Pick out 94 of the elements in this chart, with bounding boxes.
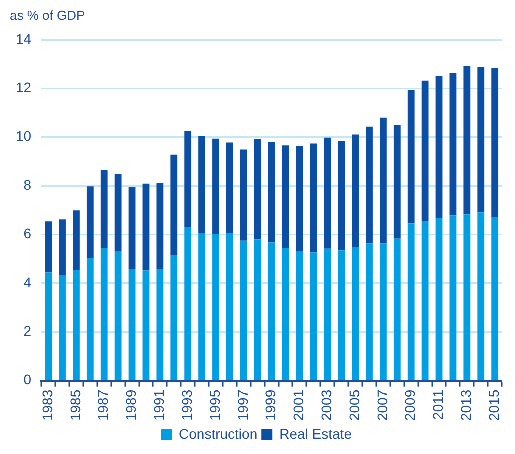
bar <box>296 252 304 380</box>
x-tick-label: 1999 <box>262 390 279 422</box>
bar <box>268 142 276 243</box>
bar <box>184 132 192 228</box>
bar <box>436 218 443 380</box>
y-tick-label: 0 <box>24 372 32 388</box>
y-tick-label: 2 <box>24 323 32 340</box>
bar <box>492 217 499 380</box>
bar <box>142 270 150 380</box>
bar <box>324 248 332 380</box>
y-tick-label: 12 <box>16 80 32 96</box>
y-tick-label: 8 <box>24 176 32 193</box>
bar <box>226 142 234 234</box>
bar <box>282 146 290 248</box>
bar <box>394 124 401 239</box>
bar <box>73 210 80 270</box>
bar <box>198 136 206 234</box>
x-tick-label: 1985 <box>67 390 84 422</box>
y-axis-title: as % of GDP <box>10 8 86 23</box>
bar <box>436 76 443 218</box>
bar <box>380 118 387 244</box>
bar <box>366 244 373 380</box>
bar <box>128 269 136 380</box>
bar <box>408 224 415 380</box>
bar <box>450 73 457 216</box>
bar <box>422 221 429 380</box>
bar <box>142 184 150 271</box>
legend-label: Real Estate <box>280 426 352 442</box>
bar <box>338 141 346 251</box>
bar <box>114 252 122 380</box>
y-tick-label: 14 <box>16 30 32 47</box>
bar <box>492 68 499 217</box>
bar <box>170 154 178 256</box>
bar <box>464 214 471 380</box>
bar <box>73 270 80 380</box>
bar <box>100 170 108 248</box>
bar <box>198 233 206 380</box>
bar <box>394 238 401 380</box>
x-tick-label: 1991 <box>151 390 168 422</box>
bar <box>170 255 178 380</box>
bar <box>240 150 248 241</box>
x-tick-label: 2011 <box>430 390 446 420</box>
x-tick-label: 2013 <box>458 390 474 422</box>
bar <box>366 126 373 244</box>
bar <box>324 138 332 249</box>
x-tick-label: 2003 <box>318 390 334 422</box>
bar <box>59 276 66 380</box>
bar <box>310 144 318 253</box>
bar <box>422 80 429 222</box>
bar <box>478 212 485 380</box>
bar <box>128 187 136 270</box>
bar <box>450 216 457 380</box>
bar <box>338 250 346 380</box>
bar <box>310 252 318 380</box>
x-tick-label: 2005 <box>346 390 362 422</box>
bar <box>45 272 52 380</box>
bar <box>464 66 471 215</box>
x-tick-label: 1987 <box>95 390 112 422</box>
x-tick-label: 2001 <box>290 390 307 422</box>
bar <box>114 174 122 252</box>
bar <box>282 248 290 380</box>
x-tick-label: 1997 <box>234 390 251 422</box>
x-tick-label: 1983 <box>39 390 56 422</box>
bar <box>408 90 415 224</box>
bar <box>100 248 108 380</box>
bar <box>380 244 387 380</box>
bar <box>226 233 234 380</box>
bar <box>352 246 359 380</box>
bar <box>478 67 485 213</box>
y-tick-label: 4 <box>24 274 32 290</box>
bar <box>352 134 359 247</box>
bar <box>45 222 52 273</box>
x-tick-label: 2009 <box>402 390 418 422</box>
bar <box>156 183 164 270</box>
x-tick-label: 1993 <box>178 390 195 422</box>
bar <box>86 186 94 258</box>
bar <box>296 146 304 252</box>
y-tick-label: 6 <box>24 226 32 242</box>
bar <box>268 242 276 380</box>
x-tick-label: 1989 <box>123 390 140 422</box>
x-tick-label: 2007 <box>374 390 390 422</box>
bar <box>212 138 220 234</box>
bar <box>240 240 248 380</box>
bar <box>59 220 66 276</box>
bar <box>86 258 94 380</box>
bar <box>156 269 164 380</box>
bar <box>212 234 220 380</box>
bar <box>184 227 192 380</box>
x-tick-label: 2015 <box>486 390 502 422</box>
bar <box>254 139 262 240</box>
x-tick-label: 1995 <box>206 390 223 422</box>
bar <box>254 240 262 380</box>
y-tick-label: 10 <box>16 128 32 144</box>
legend-label: Construction <box>179 426 258 442</box>
